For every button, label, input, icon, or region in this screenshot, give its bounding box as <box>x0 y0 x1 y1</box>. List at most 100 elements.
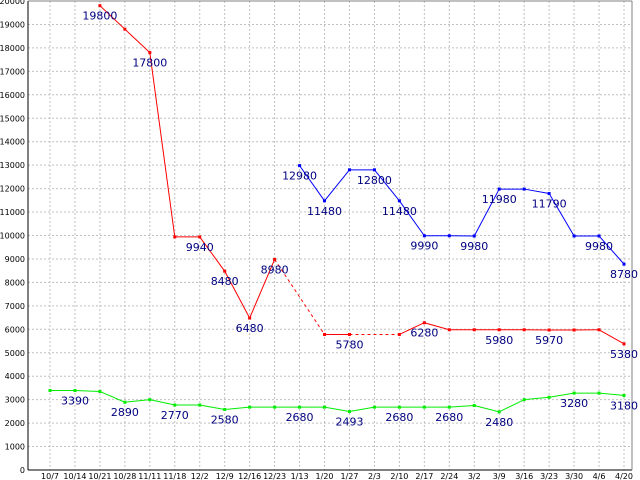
series-0-segment <box>124 28 151 53</box>
series-2-data-label: 2680 <box>286 411 314 424</box>
series-0-data-label: 19800 <box>82 10 117 23</box>
series-2-segment <box>199 404 225 410</box>
series-0-segment <box>598 329 625 345</box>
x-tick-label: 1/13 <box>291 472 309 480</box>
series-lines <box>50 5 625 413</box>
series-0-point <box>497 328 501 332</box>
series-2-point <box>447 405 451 409</box>
series-1-point <box>447 234 451 238</box>
series-2-segment <box>498 399 525 413</box>
x-tick-label: 10/14 <box>63 472 86 480</box>
series-2-point <box>73 389 77 393</box>
series-1-segment <box>374 169 400 202</box>
series-2-segment <box>349 406 375 413</box>
x-tick-label: 10/21 <box>88 472 111 480</box>
series-2-data-label: 3390 <box>61 395 89 408</box>
series-2-data-label: 3280 <box>560 397 588 410</box>
series-1-segment <box>548 193 575 237</box>
series-0-data-label: 17800 <box>132 57 167 70</box>
series-0-segment <box>249 259 276 319</box>
series-2-segment <box>549 392 575 398</box>
series-2-point <box>372 405 376 409</box>
series-2-data-label: 2680 <box>435 411 463 424</box>
series-1-point <box>397 199 401 203</box>
series-0-point <box>572 328 576 332</box>
y-tick-label: 19000 <box>0 20 25 29</box>
y-tick-label: 5000 <box>5 349 25 358</box>
series-1-data-label: 8780 <box>610 268 638 281</box>
series-1-data-label: 11980 <box>482 193 517 206</box>
x-tick-label: 10/7 <box>41 472 59 480</box>
series-2-point <box>572 391 576 395</box>
series-1-data-label: 11790 <box>532 198 567 211</box>
series-0-point <box>347 332 351 336</box>
series-1-data-label: 12800 <box>357 174 392 187</box>
x-tick-label: 2/3 <box>368 472 381 480</box>
x-tick-label: 12/9 <box>216 472 234 480</box>
series-2-segment <box>224 406 250 410</box>
series-0-segment <box>224 270 251 319</box>
series-2-point <box>597 391 601 395</box>
x-tick-label: 2/17 <box>415 472 433 480</box>
series-2-data-label: 2480 <box>485 416 513 429</box>
y-tick-labels: 0 1000 2000 3000 4000 5000 6000 7000 8000 9000 100… <box>0 0 25 475</box>
series-0-segment <box>99 5 126 30</box>
series-2-point <box>223 407 227 411</box>
series-0-segment <box>399 322 425 335</box>
series-1-data-label: 9980 <box>585 240 613 253</box>
y-tick-label: 16000 <box>0 91 25 100</box>
y-tick-label: 8000 <box>5 278 25 287</box>
series-1-point <box>472 234 476 238</box>
series-0-data-label: 8480 <box>211 275 239 288</box>
series-0-point <box>397 332 401 336</box>
series-2-data-label: 2770 <box>161 409 189 422</box>
y-tick-label: 20000 <box>0 0 25 6</box>
y-tick-label: 7000 <box>5 302 25 311</box>
x-tick-labels: 10/7 10/14 10/21 10/28 11/11 11/18 12/2 12/9 12/… <box>41 472 633 480</box>
series-2-segment <box>474 405 500 413</box>
series-2-point <box>422 405 426 409</box>
series-0-point <box>597 328 601 332</box>
x-tick-label: 2/10 <box>390 472 408 480</box>
series-0-segment <box>149 52 176 237</box>
x-tick-label: 12/16 <box>238 472 261 480</box>
series-2-point <box>323 405 327 409</box>
series-0-segment <box>199 236 226 272</box>
y-tick-label: 3000 <box>5 396 25 405</box>
x-tick-label: 2/24 <box>440 472 458 480</box>
series-2-data-label: 2580 <box>211 413 239 426</box>
x-tick-label: 3/9 <box>493 472 506 480</box>
series-0-data-label: 9940 <box>186 241 214 254</box>
x-tick-label: 4/20 <box>615 472 633 480</box>
x-tick-label: 1/27 <box>340 472 358 480</box>
series-0-point <box>522 328 526 332</box>
series-2-point <box>522 398 526 402</box>
x-tick-label: 4/6 <box>593 472 606 480</box>
y-tick-label: 17000 <box>0 67 25 76</box>
series-2-data-label: 3180 <box>610 399 638 412</box>
series-2-segment <box>149 399 175 406</box>
y-tick-label: 18000 <box>0 44 25 53</box>
x-tick-label: 3/2 <box>468 472 481 480</box>
series-0-point <box>98 4 102 8</box>
series-1-point <box>497 187 501 191</box>
series-2-data-label: 2680 <box>385 411 413 424</box>
series-0-point <box>622 342 626 346</box>
series-points <box>48 4 626 414</box>
series-1-point <box>622 262 626 266</box>
series-1-data-label: 12980 <box>282 170 317 183</box>
series-0-data-label: 5780 <box>335 338 363 351</box>
series-2-segment <box>124 399 150 403</box>
y-tick-label: 11000 <box>0 208 25 217</box>
series-0-point <box>198 235 202 239</box>
y-tick-label: 0 <box>20 466 25 475</box>
series-0-point <box>148 51 152 55</box>
x-tick-label: 1/20 <box>316 472 334 480</box>
series-0-segment <box>424 322 450 331</box>
series-2-point <box>397 405 401 409</box>
series-2-segment <box>99 390 126 403</box>
x-tick-label: 3/23 <box>540 472 558 480</box>
series-2-point <box>98 389 102 393</box>
series-0-data-label: 5380 <box>610 348 638 361</box>
y-tick-label: 9000 <box>5 255 25 264</box>
